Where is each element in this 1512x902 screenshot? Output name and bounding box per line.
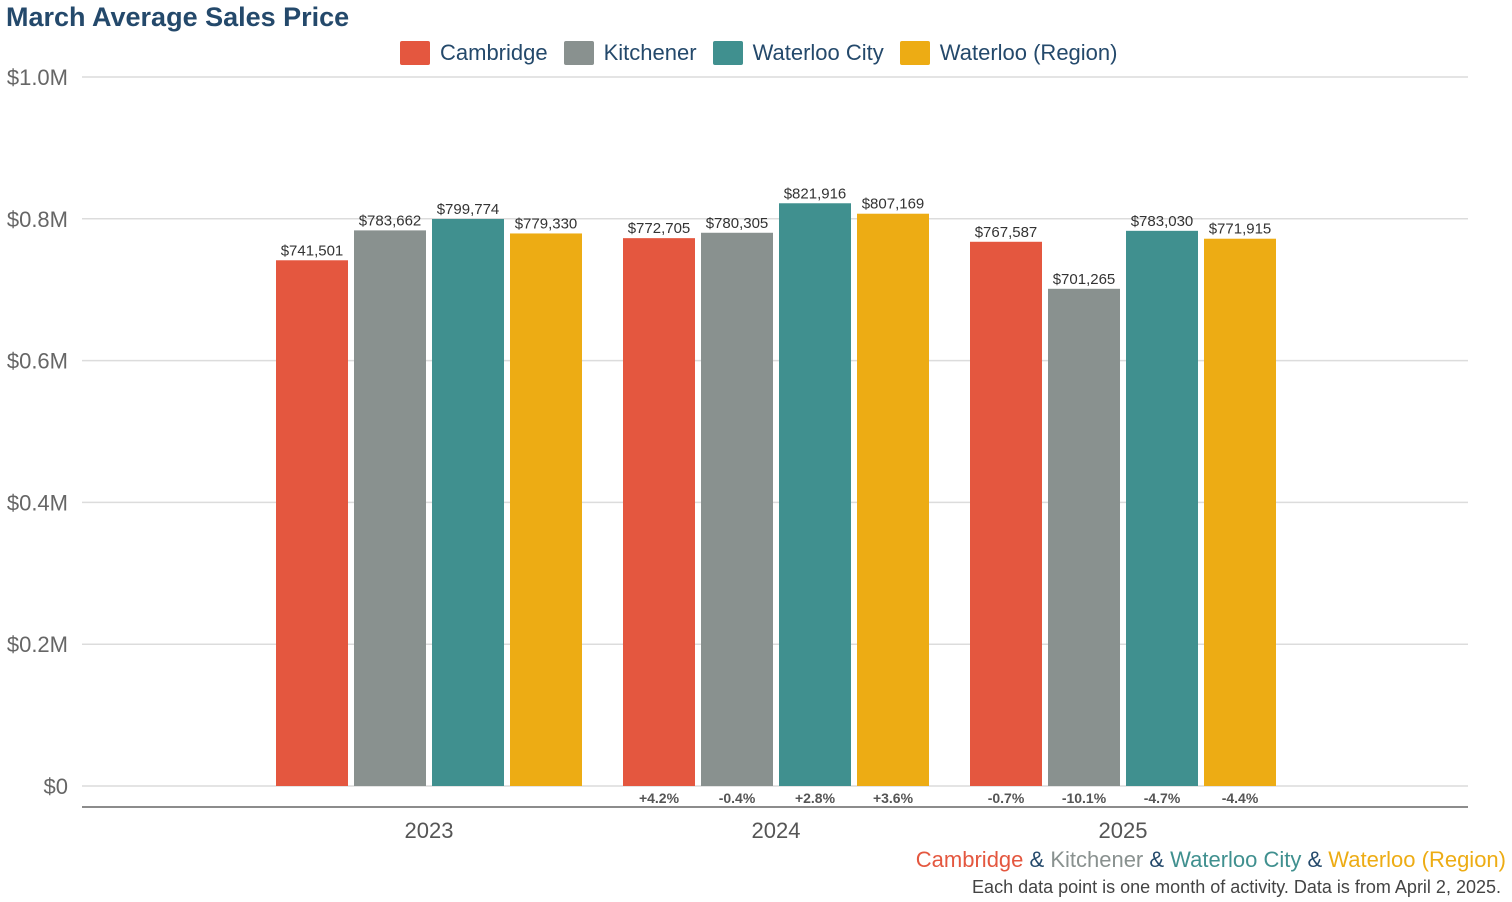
legend-label: Waterloo City (752, 40, 884, 65)
chart-legend: Cambridge Kitchener Waterloo City Waterloo … (400, 40, 1117, 66)
y-tick-label: $0.2M (7, 632, 68, 657)
footer-credit-part: Waterloo City (1170, 847, 1302, 872)
bar (857, 213, 929, 787)
change-label: -10.1% (1062, 790, 1107, 806)
bar (510, 233, 582, 787)
legend-swatch (899, 41, 930, 65)
bar (432, 218, 504, 787)
bar-value-label: $783,030 (1131, 213, 1194, 230)
bar-value-label: $783,662 (359, 212, 422, 229)
x-tick-label: 2023 (405, 818, 454, 843)
bar (1048, 288, 1120, 786)
legend-item: Waterloo (Region) (899, 40, 1118, 66)
bar (779, 203, 851, 787)
y-tick-label: $0.6M (7, 349, 68, 374)
bar (354, 230, 426, 786)
legend-swatch (400, 41, 430, 65)
footer-credit-part: Kitchener (1050, 847, 1144, 872)
bar (276, 260, 348, 787)
bar-value-label: $701,265 (1053, 271, 1116, 288)
legend-label: Cambridge (440, 40, 548, 65)
footer-credit-part: & (1023, 847, 1051, 872)
footer-credit-part: & (1301, 847, 1329, 872)
bar (701, 232, 773, 787)
bar (1126, 230, 1198, 786)
change-label: -0.4% (719, 790, 756, 806)
bar-value-label: $767,587 (975, 224, 1038, 241)
y-tick-label: $0 (44, 774, 68, 799)
legend-item: Cambridge (400, 40, 548, 66)
bar-value-label: $821,916 (784, 185, 847, 202)
bar-value-label: $779,330 (515, 215, 578, 232)
x-tick-label: 2025 (1099, 818, 1148, 843)
bar (970, 241, 1042, 786)
change-label: +2.8% (795, 790, 836, 806)
x-tick-label: 2024 (752, 818, 801, 843)
legend-label: Kitchener (603, 40, 697, 65)
bar (1204, 238, 1276, 786)
change-label: -4.7% (1144, 790, 1181, 806)
y-tick-label: $1.0M (7, 65, 68, 90)
change-label: +3.6% (873, 790, 914, 806)
bar-value-label: $807,169 (862, 196, 925, 213)
footer-credit-part: & (1143, 847, 1171, 872)
legend-label: Waterloo (Region) (939, 40, 1118, 65)
legend-item: Waterloo City (712, 40, 884, 66)
change-label: -4.4% (1222, 790, 1259, 806)
legend-swatch (563, 41, 594, 65)
footer-credit: Cambridge & Kitchener & Waterloo City & … (916, 847, 1506, 873)
bar-value-label: $780,305 (706, 215, 769, 232)
legend-item: Kitchener (563, 40, 697, 66)
y-tick-label: $0.8M (7, 207, 68, 232)
chart-title: March Average Sales Price (6, 2, 350, 32)
footer-credit-part: Waterloo (Region) (1328, 847, 1506, 872)
footer-credit-part: Cambridge (915, 847, 1024, 872)
y-tick-label: $0.4M (7, 490, 68, 515)
bar-value-label: $799,774 (437, 201, 500, 218)
change-label: -0.7% (988, 790, 1025, 806)
bar-value-label: $771,915 (1209, 221, 1272, 238)
bar-value-label: $772,705 (628, 220, 691, 237)
bar (623, 238, 695, 786)
footer-note: Each data point is one month of activity… (972, 877, 1501, 897)
legend-swatch (712, 41, 743, 65)
change-label: +4.2% (639, 790, 680, 806)
bar-value-label: $741,501 (281, 242, 344, 259)
